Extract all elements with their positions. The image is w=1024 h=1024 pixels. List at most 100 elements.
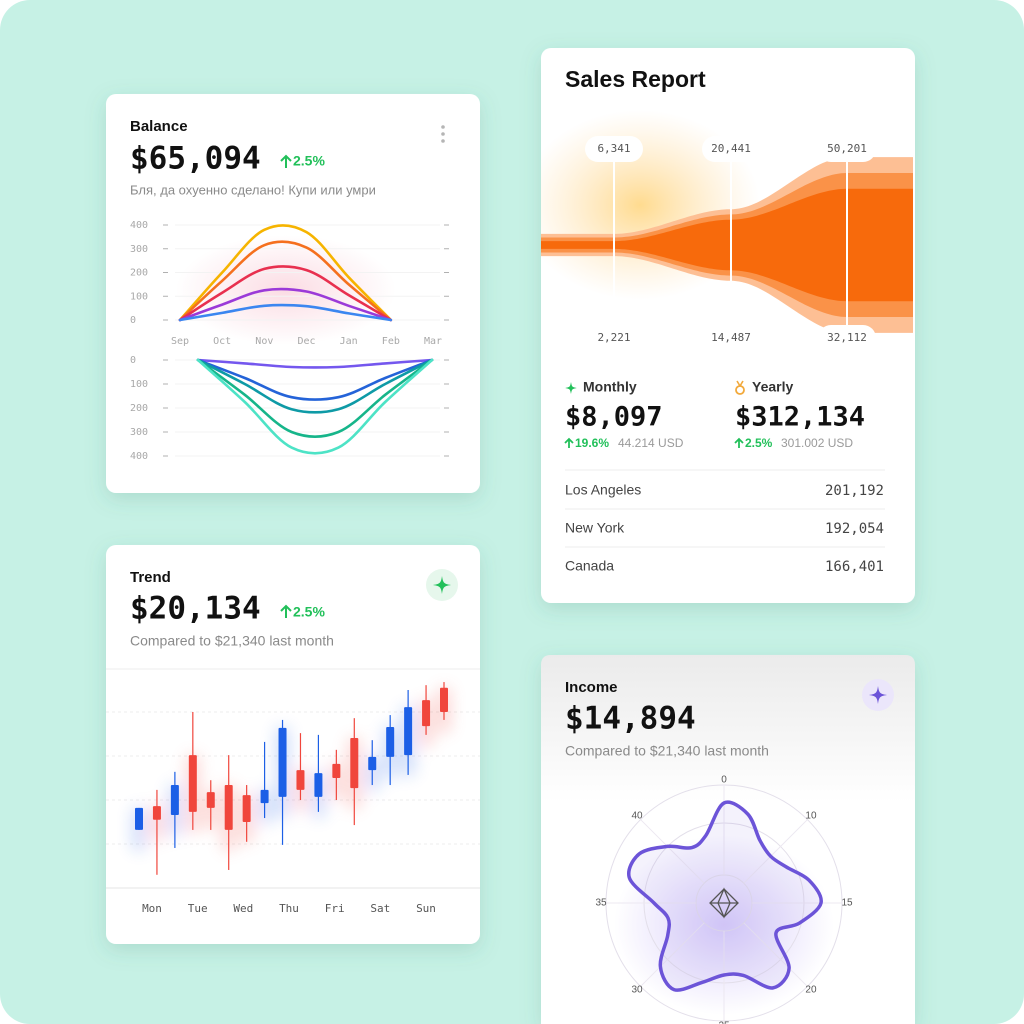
amount: $8,097: [565, 402, 663, 433]
glow: [614, 835, 834, 1015]
candle-body: [188, 755, 197, 812]
series-line: [196, 358, 434, 414]
y-tick-label: 200: [130, 403, 148, 414]
candle-body: [296, 770, 305, 790]
candle-body: [242, 795, 251, 822]
sparkle-icon: [565, 382, 577, 394]
stream-value-label: 50,201: [827, 142, 867, 155]
row-name: Los Angeles: [565, 482, 641, 498]
card-title: Income: [565, 679, 618, 696]
x-tick-label: Tue: [188, 902, 208, 915]
series-line: [196, 358, 434, 455]
stream-band-inner: [541, 188, 913, 302]
y-tick-label: 200: [130, 268, 148, 279]
candle-body: [350, 737, 359, 789]
series-line: [178, 303, 393, 322]
series-line: [196, 358, 434, 401]
row-value: 201,192: [825, 483, 884, 499]
x-tick-label: Wed: [233, 902, 253, 915]
axis-label: 25: [718, 1021, 730, 1024]
change: 2.5%: [293, 604, 325, 620]
candle-body: [314, 773, 323, 797]
y-tick-label: 0: [130, 355, 136, 366]
series-line: [196, 358, 434, 438]
candle-body: [152, 806, 161, 820]
label-pill: [702, 136, 760, 162]
candle-body: [206, 792, 215, 808]
sparkle-icon: [433, 576, 451, 594]
series-line: [178, 240, 393, 322]
axis-label: 15: [841, 898, 853, 909]
candle-body: [422, 700, 431, 727]
x-tick-label: Dec: [297, 336, 315, 347]
amount: $20,134: [130, 591, 261, 627]
candle-body: [135, 807, 143, 830]
candle-body: [260, 789, 269, 804]
candle-body: [224, 785, 233, 830]
stream-value-label: 20,441: [711, 142, 751, 155]
row-name: Canada: [565, 558, 614, 574]
y-tick-label: 300: [130, 244, 148, 255]
subtitle: Бля, да охуенно сделано! Купи или умри: [130, 182, 376, 197]
axis-label: 40: [631, 811, 643, 822]
y-tick-label: 300: [130, 427, 148, 438]
y-tick-label: 400: [130, 220, 148, 231]
y-tick-label: 0: [130, 315, 136, 326]
x-tick-label: Mon: [142, 902, 162, 915]
x-tick-label: Jan: [340, 336, 358, 347]
radar-chart: 0 10 15 20 25 30 35 40: [595, 775, 853, 1024]
x-tick-label: Oct: [213, 336, 231, 347]
label-pill: [818, 136, 876, 162]
candle-body: [170, 785, 179, 815]
subtitle: Compared to $21,340 last month: [130, 633, 334, 649]
up-arrow: [734, 437, 744, 448]
row-name: New York: [565, 520, 625, 536]
amount: $14,894: [565, 701, 696, 737]
y-tick-label: 100: [130, 291, 148, 302]
spoke: [743, 819, 808, 884]
candle-body: [278, 727, 287, 797]
card-title: Trend: [130, 569, 171, 586]
x-tick-label: Mar: [424, 336, 442, 347]
subtitle: Compared to $21,340 last month: [565, 743, 769, 759]
amount: $65,094: [130, 141, 261, 177]
stream-value-label: 32,112: [827, 331, 867, 344]
spoke: [640, 922, 705, 987]
change: 2.5%: [745, 436, 773, 450]
x-tick-label: Thu: [279, 902, 299, 915]
trend-card: [106, 545, 480, 944]
usd-value: 44.214 USD: [618, 436, 684, 450]
x-tick-label: Sep: [171, 336, 189, 347]
y-tick-label: 100: [130, 379, 148, 390]
candle-body: [404, 707, 413, 756]
candle-body: [386, 726, 395, 757]
candle-body: [332, 763, 341, 778]
axis-label: 35: [595, 898, 607, 909]
axis-label: 20: [805, 985, 817, 996]
menu-button[interactable]: [441, 125, 445, 143]
period-label: Monthly: [583, 379, 637, 395]
up-arrow: [280, 154, 292, 168]
stream-value-label: 6,341: [597, 142, 630, 155]
series-line: [178, 224, 393, 322]
label-pill: [818, 325, 876, 351]
x-tick-label: Fri: [325, 902, 345, 915]
label-pill: [585, 325, 643, 351]
stream-value-label: 2,221: [597, 331, 630, 344]
up-arrow: [280, 604, 292, 618]
amount: $312,134: [735, 402, 865, 433]
card-title: Sales Report: [565, 66, 706, 92]
up-arrow: [564, 437, 574, 448]
label-pill: [585, 136, 643, 162]
row-value: 192,054: [825, 521, 884, 537]
card-title: Balance: [130, 118, 188, 135]
change: 19.6%: [575, 436, 609, 450]
candle-body: [368, 756, 377, 771]
x-tick-label: Nov: [255, 336, 273, 347]
stream-value-label: 14,487: [711, 331, 751, 344]
spoke: [743, 922, 808, 987]
spoke: [640, 819, 705, 884]
x-tick-label: Sat: [370, 902, 390, 915]
medal-icon: [735, 380, 745, 395]
